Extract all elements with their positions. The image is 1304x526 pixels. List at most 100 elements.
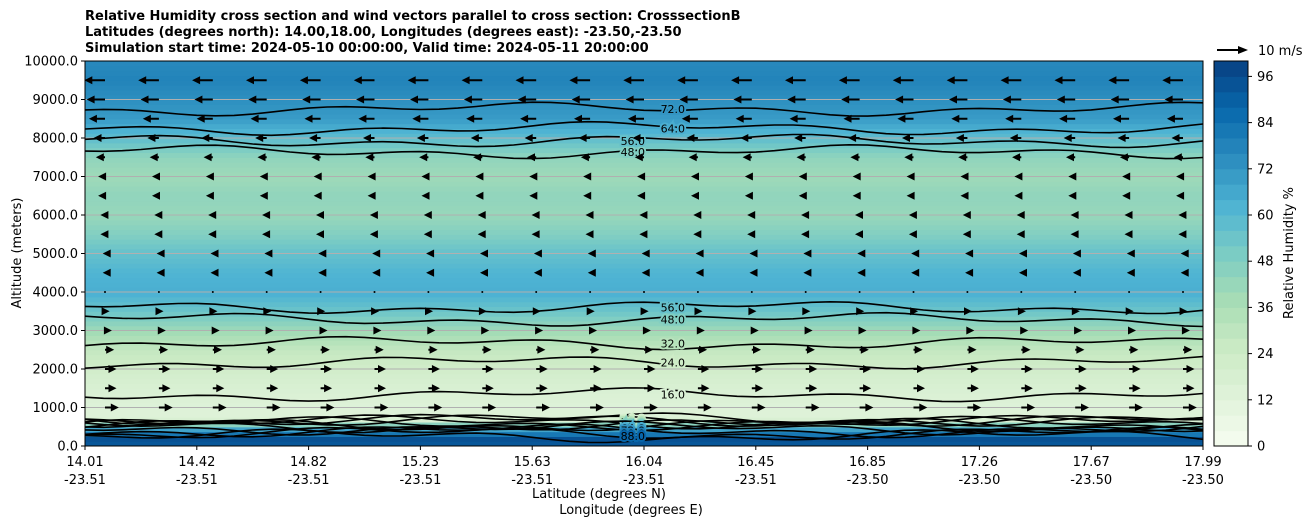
y-tick-label: 4000.0: [33, 286, 79, 301]
wind-vector-head: [138, 76, 147, 85]
wind-vector-head: [532, 307, 541, 316]
colorbar-segment: [1214, 76, 1248, 93]
wind-vector-head: [750, 326, 759, 335]
wind-vector-head: [794, 134, 803, 142]
humidity-band: [85, 138, 1203, 144]
wind-vector-head: [1119, 153, 1128, 162]
wind-vector-head: [259, 172, 268, 181]
x-tick-label-longitude: -23.51: [623, 473, 665, 488]
wind-vector-head: [841, 95, 850, 104]
wind-vector-head: [902, 134, 910, 142]
wind-vector-head: [259, 191, 268, 200]
wind-vector-head: [1181, 326, 1190, 335]
wind-vector-head: [369, 211, 378, 219]
wind-vector: [589, 291, 592, 293]
wind-vector-head: [152, 172, 160, 181]
wind-vector-head: [318, 249, 327, 258]
wind-vector-head: [1072, 249, 1081, 258]
wind-vector-head: [250, 114, 259, 123]
wind-vector: [1128, 291, 1131, 293]
contour-label: 80.0: [621, 427, 646, 440]
wind-vector-head: [965, 249, 974, 258]
wind-vector-head: [367, 191, 376, 200]
humidity-band: [85, 402, 1203, 409]
wind-vector-head: [964, 307, 972, 316]
x-tick-label-latitude: 17.99: [1184, 455, 1221, 470]
wind-vector-head: [1126, 249, 1135, 258]
wind-vector-head: [140, 95, 149, 104]
humidity-band: [85, 224, 1203, 231]
wind-vector-head: [209, 307, 218, 316]
wind-vector-head: [531, 211, 540, 219]
wind-vector-head: [1176, 191, 1185, 200]
y-axis-label: Altitude (meters): [10, 198, 25, 309]
wind-vector-head: [1186, 384, 1195, 393]
x-tick-label-longitude: -23.51: [64, 473, 106, 488]
wind-vector-head: [466, 114, 475, 123]
colorbar-tick-label: 60: [1257, 209, 1274, 224]
colorbar-segment: [1214, 215, 1248, 231]
wind-vector-head: [639, 211, 648, 219]
humidity-band: [85, 99, 1203, 105]
wind-vector-head: [681, 114, 690, 123]
wind-vector-head: [378, 365, 386, 373]
wind-vector-head: [809, 384, 818, 393]
wind-vectors: [85, 76, 1197, 412]
wind-vector-head: [589, 326, 597, 335]
humidity-band: [85, 296, 1203, 303]
wind-vector-head: [270, 365, 279, 373]
wind-vector-head: [857, 249, 866, 258]
humidity-band: [85, 277, 1203, 283]
wind-vector-head: [147, 134, 156, 142]
wind-vector-head: [431, 384, 440, 393]
wind-vector-head: [1078, 384, 1087, 393]
wind-vector-head: [1009, 134, 1018, 142]
chart-title-line-2: Latitudes (degrees north): 14.00,18.00, …: [85, 25, 682, 40]
x-tick-label-latitude: 15.23: [402, 455, 439, 470]
wind-vector-head: [1066, 153, 1074, 162]
wind-vector-head: [962, 230, 971, 239]
wind-vector-head: [585, 211, 594, 219]
wind-vector-head: [1024, 384, 1033, 393]
humidity-band: [85, 80, 1203, 86]
wind-vector: [373, 291, 376, 293]
humidity-band: [85, 272, 1203, 279]
wind-vector-head: [263, 307, 272, 316]
wind-vector: [750, 291, 753, 293]
wind-vector-head: [255, 134, 264, 142]
wind-vector-head: [701, 384, 710, 393]
humidity-band: [85, 407, 1203, 413]
wind-vector-head: [647, 384, 656, 393]
wind-vector-head: [264, 268, 273, 277]
wind-vector-head: [262, 211, 271, 219]
wind-vector-head: [686, 134, 695, 142]
wind-vector: [643, 291, 645, 293]
wind-vector-head: [838, 76, 847, 85]
contour-label: 24.0: [661, 357, 686, 370]
wind-vector-head: [1002, 95, 1011, 104]
colorbar-frame: [1213, 60, 1249, 447]
wind-vector-head: [860, 345, 869, 354]
chart-title-line-3: Simulation start time: 2024-05-10 00:00:…: [85, 41, 649, 56]
humidity-band: [85, 397, 1203, 404]
wind-vector-head: [852, 172, 861, 181]
humidity-band: [85, 200, 1203, 206]
wind-vector-head: [1179, 307, 1188, 316]
wind-vector-head: [100, 230, 109, 239]
wind-vector-head: [857, 268, 866, 277]
wind-vector-head: [363, 134, 371, 142]
colorbar-segment: [1214, 322, 1248, 339]
wind-vector: [211, 291, 214, 293]
wind-vector-head: [1188, 403, 1197, 412]
wind-vector-head: [623, 76, 632, 85]
wind-vector-head: [803, 268, 812, 277]
wind-vector-head: [372, 268, 381, 277]
wind-vector-head: [95, 153, 104, 162]
x-tick-label-latitude: 14.82: [290, 455, 327, 470]
wind-vector-head: [208, 230, 217, 239]
wind-vector-head: [539, 384, 548, 393]
humidity-band: [85, 181, 1203, 187]
humidity-band: [85, 61, 1203, 67]
chart-title-line-1: Relative Humidity cross section and wind…: [85, 9, 741, 24]
wind-vector-head: [744, 191, 753, 200]
